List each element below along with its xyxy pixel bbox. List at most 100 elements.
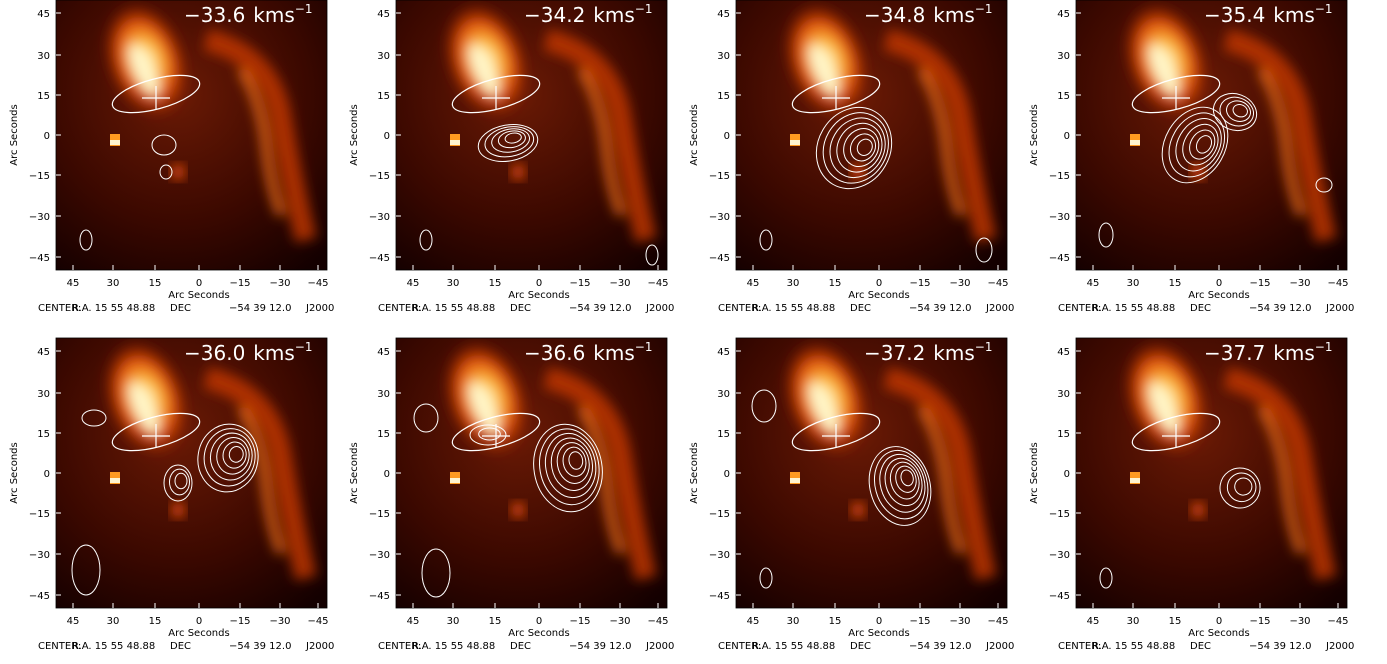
velocity-label: −36.6 kms−1: [524, 340, 652, 365]
contour: [829, 117, 886, 179]
x-tick-label: 15: [489, 278, 502, 289]
y-tick-label: 45: [1057, 347, 1070, 358]
beam-ellipse: [111, 412, 201, 452]
center-info: DEC: [510, 641, 531, 652]
center-info: DEC: [1190, 641, 1211, 652]
x-tick-label: 15: [489, 616, 502, 627]
map-emission: [783, 339, 997, 581]
panel: −33.6 kms−1 45 30 15 0 −15 −30 −45 45 30 15 0 −15 −30 −…: [9, 0, 334, 314]
velocity-unit: kms: [253, 3, 294, 27]
velocity-value: −36.0: [184, 341, 245, 365]
x-tick-label: −30: [269, 616, 290, 627]
velocity-exponent: −1: [295, 2, 313, 16]
center-info: R.A. 15 55 48.88: [1092, 303, 1175, 314]
bright-core: [809, 44, 839, 96]
x-tick-label: 0: [536, 616, 542, 627]
x-tick-label: 15: [149, 616, 162, 627]
map-image: [1076, 338, 1347, 608]
y-tick-label: −45: [1049, 591, 1070, 602]
y-tick-label: 15: [1057, 429, 1070, 440]
y-tick-label: −30: [709, 550, 730, 561]
x-tick-label: −15: [229, 616, 250, 627]
velocity-exponent: −1: [635, 2, 653, 16]
contour: [477, 124, 539, 162]
x-tick-label: −30: [609, 616, 630, 627]
center-info: R.A. 15 55 48.88: [72, 641, 155, 652]
y-tick-label: 0: [1064, 131, 1070, 142]
x-tick-label: 30: [1127, 616, 1140, 627]
x-tick-label: 15: [829, 278, 842, 289]
bright-core: [129, 44, 159, 96]
y-axis-title: Arc Seconds: [1029, 104, 1040, 165]
contour: [413, 403, 439, 433]
center-info: CENTER:: [718, 303, 761, 314]
beam-ellipse: [111, 74, 201, 114]
velocity-exponent: −1: [975, 340, 993, 354]
y-tick-label: 15: [377, 429, 390, 440]
velocity-exponent: −1: [295, 340, 313, 354]
contour: [504, 132, 522, 144]
velocity-unit: kms: [1273, 3, 1314, 27]
contour: [539, 428, 600, 506]
y-tick-label: 0: [724, 131, 730, 142]
map-emission: [103, 1, 317, 243]
x-tick-label: −45: [307, 616, 328, 627]
center-info: −54 39 12.0: [569, 303, 631, 314]
y-tick-label: −15: [29, 171, 50, 182]
x-tick-label: −45: [647, 278, 668, 289]
x-axis-title: Arc Seconds: [168, 290, 229, 301]
center-info: CENTER:: [38, 303, 81, 314]
contour: [484, 126, 535, 158]
center-info: CENTER:: [38, 641, 81, 652]
x-tick-label: 45: [1087, 616, 1100, 627]
contour: [1161, 106, 1229, 184]
velocity-unit: kms: [933, 341, 974, 365]
y-tick-label: 0: [384, 131, 390, 142]
velocity-exponent: −1: [1315, 2, 1333, 16]
contour: [169, 468, 190, 496]
y-tick-label: −45: [369, 253, 390, 264]
x-tick-label: −15: [569, 278, 590, 289]
center-info: R.A. 15 55 48.88: [412, 303, 495, 314]
x-tick-label: −30: [949, 616, 970, 627]
x-tick-label: −45: [1327, 278, 1348, 289]
velocity-label: −34.2 kms−1: [524, 2, 652, 27]
point-source: [1191, 164, 1205, 180]
bright-core: [129, 382, 159, 434]
point-source-core: [110, 478, 120, 483]
x-tick-label: −45: [987, 616, 1008, 627]
velocity-label: −35.4 kms−1: [1204, 2, 1332, 27]
x-tick-label: 0: [196, 616, 202, 627]
contour: [1226, 472, 1257, 503]
contour: [1234, 477, 1253, 496]
x-tick-label: 0: [876, 616, 882, 627]
center-info: J2000: [985, 303, 1014, 314]
velocity-exponent: −1: [635, 340, 653, 354]
point-source-core: [110, 140, 120, 145]
beam-ellipse: [451, 74, 541, 114]
velocity-exponent: −1: [975, 2, 993, 16]
y-tick-label: 15: [37, 91, 50, 102]
map-image: [56, 0, 327, 270]
contour: [478, 427, 501, 441]
x-tick-label: 45: [407, 278, 420, 289]
contour: [556, 442, 590, 484]
contour: [1182, 123, 1219, 166]
contour: [1315, 177, 1333, 193]
contour: [849, 133, 877, 162]
contour: [843, 128, 880, 167]
x-tick-label: −45: [647, 616, 668, 627]
velocity-value: −36.6: [524, 341, 585, 365]
x-tick-label: 0: [1216, 278, 1222, 289]
contour: [491, 128, 531, 153]
y-tick-label: 30: [717, 51, 730, 62]
contour: [889, 461, 920, 500]
x-tick-label: −45: [1327, 616, 1348, 627]
velocity-value: −34.2: [524, 3, 585, 27]
x-tick-label: 0: [876, 278, 882, 289]
x-tick-label: 30: [787, 616, 800, 627]
x-axis-title: Arc Seconds: [1188, 290, 1249, 301]
beam-ellipse: [1131, 74, 1221, 114]
contour: [884, 457, 923, 507]
cross: [822, 424, 850, 448]
